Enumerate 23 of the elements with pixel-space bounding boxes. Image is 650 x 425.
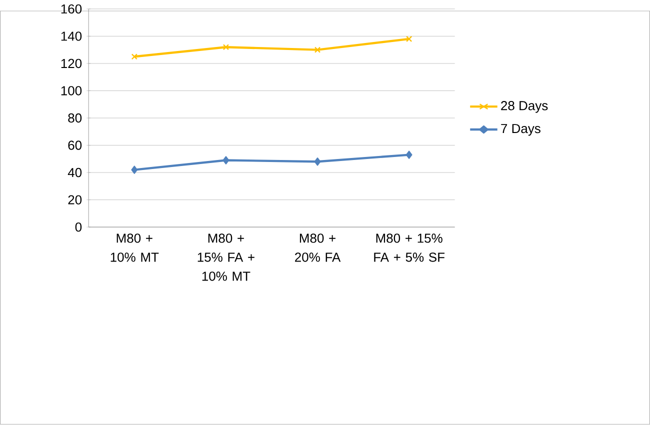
- y-tick-label: 160: [61, 4, 82, 14]
- y-tick-label: 20: [68, 195, 82, 205]
- point: [314, 158, 321, 166]
- y-tick-label: 120: [61, 59, 82, 68]
- x-tick-label: M80 + 10% MT: [110, 234, 159, 262]
- point: [222, 44, 230, 50]
- point: [222, 156, 230, 165]
- x-tick-label: M80 + 15% FA + 10% MT: [198, 234, 254, 282]
- y-tick-label: 60: [68, 140, 82, 150]
- x-tick-label: M80 + 20% FA: [295, 234, 341, 262]
- point: [314, 46, 321, 54]
- y-tick-label: 40: [68, 168, 82, 178]
- legend-label: 7 Days: [501, 124, 540, 136]
- x-tick-label: M80 + 15% FA + 5% SF: [374, 234, 444, 262]
- y-tick-label: 140: [61, 32, 82, 42]
- y-tick-label: 80: [68, 114, 82, 123]
- y-tick-label: 100: [61, 86, 82, 96]
- y-tick-label: 0: [75, 222, 82, 232]
- legend-label: 28 Days: [501, 101, 548, 114]
- point: [131, 166, 138, 174]
- point: [406, 150, 412, 160]
- point: [406, 36, 412, 42]
- point: [131, 54, 138, 60]
